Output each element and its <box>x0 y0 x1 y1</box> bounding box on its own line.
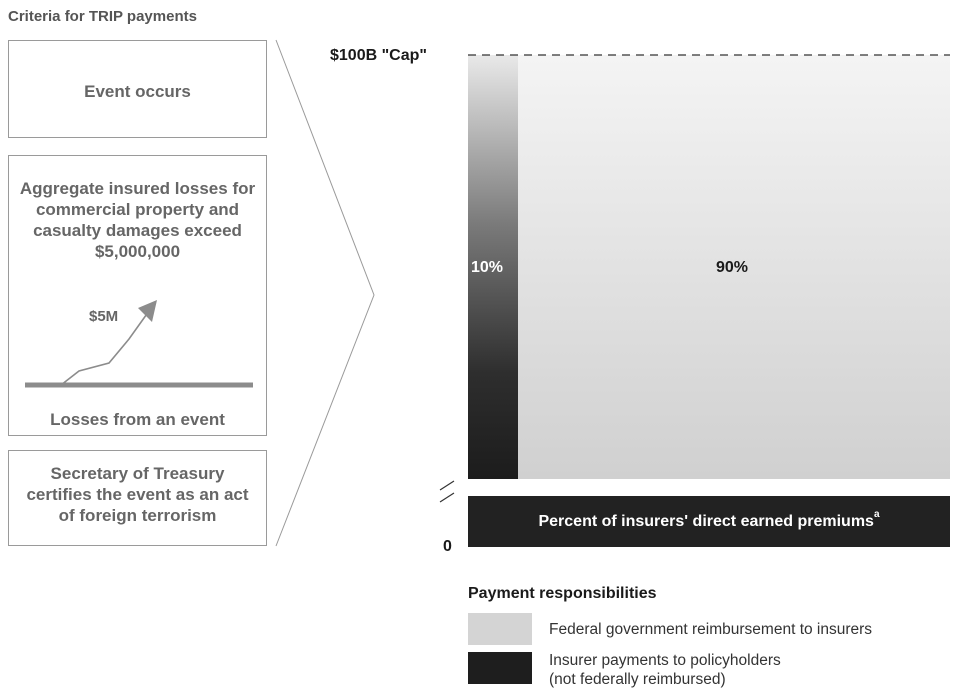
axis-break-mark-lower <box>439 492 455 503</box>
zero-label: 0 <box>443 538 452 555</box>
treasury-certification-box: Secretary of Treasury certifies the even… <box>8 450 267 546</box>
losses-caption: Losses from an event <box>50 410 225 429</box>
aggregate-losses-text: Aggregate insured losses for commercial … <box>19 179 256 261</box>
federal-percent-label: 90% <box>716 259 749 276</box>
insurer-percent-label: 10% <box>471 259 504 276</box>
treasury-certification-text: Secretary of Treasury certifies the even… <box>26 464 249 525</box>
federal-legend-label: Federal government reimbursement to insu… <box>549 621 873 638</box>
axis-break-mark-upper <box>439 480 455 491</box>
loss-trend-line <box>60 310 150 386</box>
footnote-marker: a <box>873 509 880 520</box>
event-occurs-text: Event occurs <box>84 82 191 101</box>
insurer-legend-line1: Insurer payments to policyholders <box>549 652 781 669</box>
direct-earned-premiums-label: Percent of insurers' direct earned premi… <box>538 513 874 530</box>
insurer-share-bar <box>468 55 518 479</box>
criteria-title: Criteria for TRIP payments <box>8 8 197 25</box>
threshold-label: $5M <box>89 308 118 325</box>
loss-threshold-mini-chart: $5M <box>25 300 253 388</box>
expansion-chevron <box>275 39 375 547</box>
legend-title: Payment responsibilities <box>468 585 657 602</box>
federal-legend-swatch <box>468 613 532 645</box>
event-occurs-box: Event occurs <box>8 40 267 138</box>
aggregate-losses-box: Aggregate insured losses for commercial … <box>8 155 267 436</box>
direct-earned-premiums-bar: Percent of insurers' direct earned premi… <box>468 496 950 547</box>
arrow-up-icon <box>138 300 157 322</box>
insurer-legend-label: Insurer payments to policyholders (not f… <box>549 651 781 689</box>
federal-share-bar <box>518 55 950 479</box>
cap-label: $100B "Cap" <box>330 47 427 64</box>
insurer-legend-swatch <box>468 652 532 684</box>
insurer-legend-line2: (not federally reimbursed) <box>549 671 726 688</box>
